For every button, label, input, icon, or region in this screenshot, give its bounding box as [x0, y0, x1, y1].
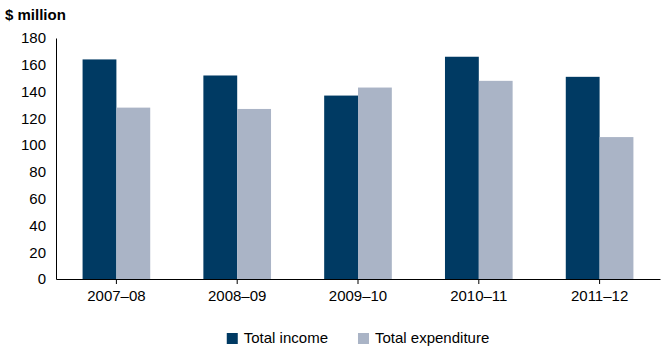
bar	[479, 81, 513, 279]
x-tick-label: 2008–09	[208, 287, 266, 304]
bar	[83, 59, 117, 279]
bar	[116, 108, 150, 279]
y-tick-label: 40	[29, 217, 46, 234]
bar	[600, 137, 634, 279]
legend-swatch	[358, 333, 369, 344]
chart-svg: 0204060801001201401601802007–082008–0920…	[0, 0, 670, 354]
y-tick: 20	[29, 244, 56, 261]
y-tick: 180	[21, 29, 56, 46]
y-axis: 0 20 40 60 80 100 120 140 160 180	[21, 29, 57, 287]
legend-item: Total expenditure	[358, 329, 489, 346]
legend-item: Total income	[227, 329, 328, 346]
y-tick-label: 120	[21, 110, 46, 127]
y-tick: 60	[29, 190, 56, 207]
plot: 0204060801001201401601802007–082008–0920…	[21, 29, 661, 303]
x-tick-label: 2007–08	[87, 287, 145, 304]
x-tick: 2011–12	[571, 279, 628, 304]
y-tick: 160	[21, 56, 56, 73]
y-tick-label: 80	[29, 163, 46, 180]
y-tick: 140	[21, 83, 56, 100]
tick-mark	[116, 279, 117, 284]
y-tick: 40	[29, 217, 56, 234]
bar-series	[116, 81, 633, 279]
x-tick: 2009–10	[329, 279, 387, 304]
legend: Total income Total expenditure	[227, 329, 489, 346]
tick-mark	[599, 279, 600, 284]
y-tick: 100	[21, 136, 56, 153]
tick-mark	[478, 279, 479, 284]
axis-line	[56, 39, 57, 280]
x-tick: 2007–08	[87, 279, 145, 304]
y-tick-label: 180	[21, 29, 46, 46]
legend-label: Total income	[244, 329, 328, 346]
bar-series	[83, 57, 600, 279]
chart-container: 0204060801001201401601802007–082008–0920…	[0, 0, 670, 354]
tick-mark	[358, 279, 359, 284]
y-tick-label: 20	[29, 244, 46, 261]
y-tick-label: 140	[21, 83, 46, 100]
bar	[566, 77, 600, 279]
y-tick: 0	[38, 270, 56, 287]
y-tick-label: 60	[29, 190, 46, 207]
x-tick-label: 2011–12	[571, 287, 628, 304]
y-tick: 80	[29, 163, 56, 180]
bar	[324, 96, 358, 279]
bars	[83, 57, 634, 279]
bar	[445, 57, 479, 279]
y-tick-label: 100	[21, 136, 46, 153]
x-tick-label: 2010–11	[450, 287, 507, 304]
x-axis: 2007–08 2008–09 2009–10 2010–11 2011–12	[57, 279, 661, 304]
bar	[358, 88, 392, 279]
bar	[203, 75, 237, 279]
x-tick: 2010–11	[450, 279, 507, 304]
legend-label: Total expenditure	[375, 329, 489, 346]
y-tick: 120	[21, 110, 56, 127]
y-axis-title: $ million	[5, 6, 66, 23]
x-tick: 2008–09	[208, 279, 266, 304]
y-tick-label: 160	[21, 56, 46, 73]
tick-mark	[237, 279, 238, 284]
bar	[237, 109, 271, 279]
legend-swatch	[227, 333, 238, 344]
y-tick-label: 0	[38, 270, 46, 287]
x-tick-label: 2009–10	[329, 287, 387, 304]
